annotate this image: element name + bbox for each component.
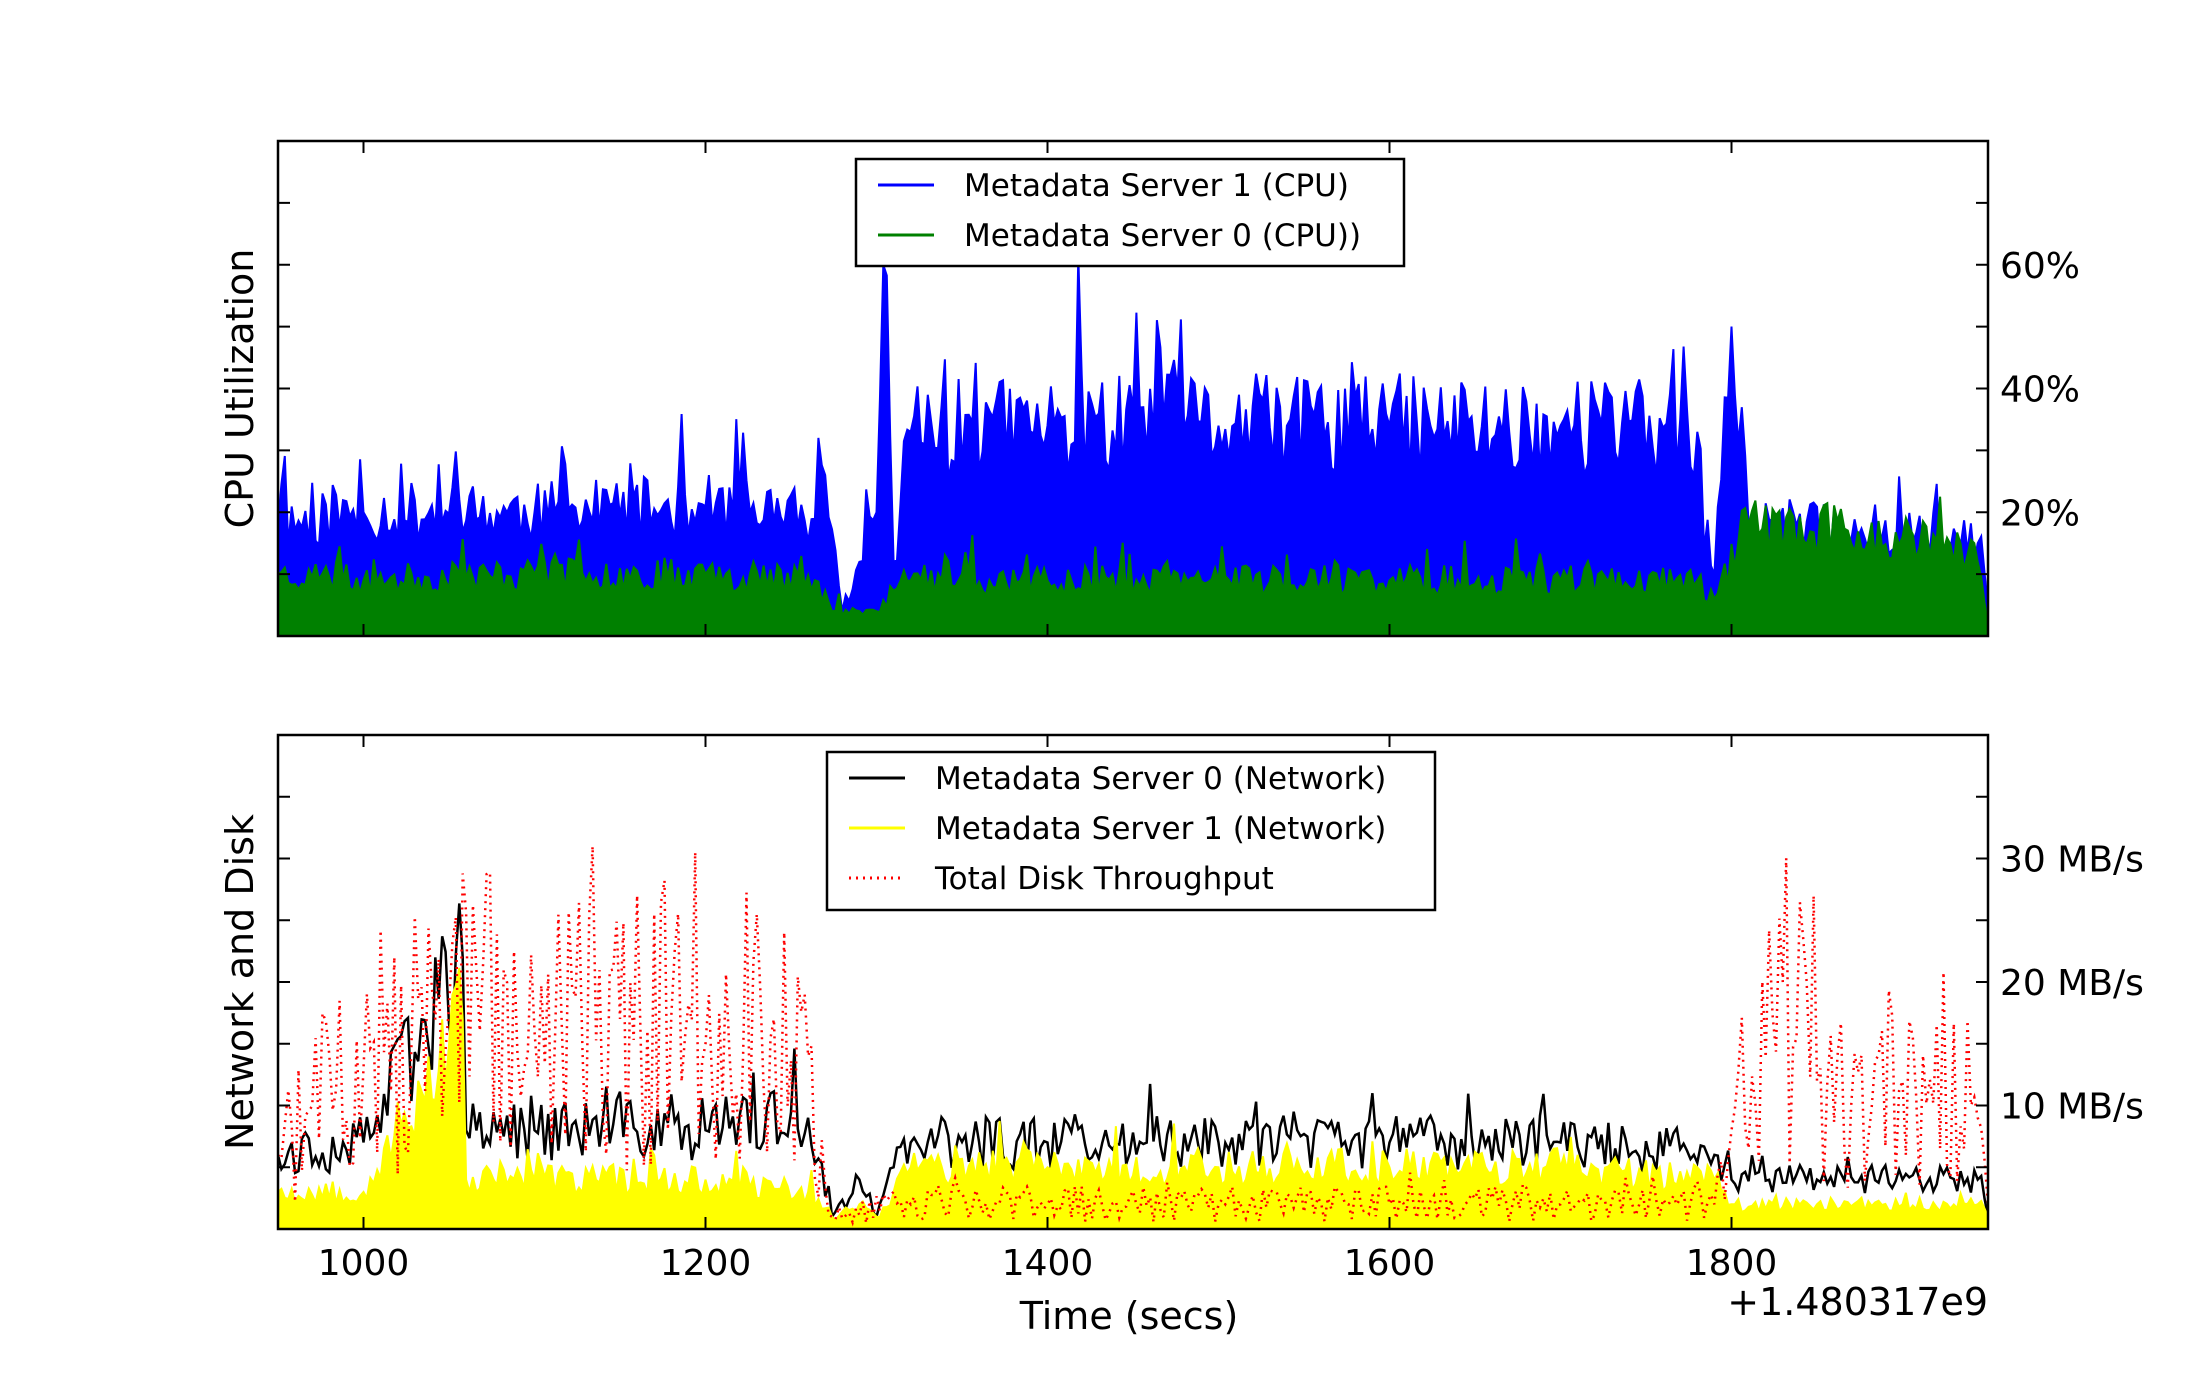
series-metadata-server-1-cpu-area: [278, 256, 1988, 636]
legend-box: [854, 157, 1406, 268]
x-offset-label: +1.480317e9: [1727, 1280, 1988, 1324]
x-tick-label: 1800: [1686, 1243, 1778, 1284]
legend-box: [825, 750, 1437, 912]
legend: Metadata Server 0 (Network) Metadata Serv…: [825, 750, 1437, 912]
legend-label: Total Disk Throughput: [934, 861, 1274, 897]
x-tick-label: 1200: [660, 1243, 752, 1284]
legend: Metadata Server 1 (CPU) Metadata Server 0…: [854, 157, 1406, 268]
plot-area: [278, 846, 1988, 1229]
legend-label: Metadata Server 0 (CPU)): [964, 218, 1361, 254]
x-tick-label: 1400: [1002, 1243, 1094, 1284]
y-tick-label: 30 MB/s: [2000, 840, 2144, 881]
series-total-disk-throughput-line: [278, 846, 1988, 1227]
y-tick-label: 60%: [2000, 246, 2080, 287]
y-tick-label: 20 MB/s: [2000, 963, 2144, 1004]
y-tick-label: 20%: [2000, 493, 2080, 534]
legend-label: Metadata Server 1 (Network): [935, 811, 1386, 847]
cpu-utilization-panel: 20% 40% 60% CPU Utilization Metadata Server …: [218, 139, 2080, 638]
y-axis-label: CPU Utilization: [218, 249, 262, 529]
y-axis-label: Network and Disk: [218, 814, 262, 1150]
x-tick-label: 1000: [318, 1243, 410, 1284]
y-tick-label: 10 MB/s: [2000, 1087, 2144, 1128]
legend-label: Metadata Server 0 (Network): [935, 761, 1386, 797]
x-axis-label: Time (secs): [1019, 1294, 1239, 1338]
network-disk-panel: 10 MB/s 20 MB/s 30 MB/s 1000 1200 1400 1600 180…: [218, 733, 2144, 1338]
series-metadata-server-0-cpu-area: [278, 496, 1988, 636]
x-tick-label: 1600: [1344, 1243, 1436, 1284]
legend-label: Metadata Server 1 (CPU): [964, 168, 1349, 204]
y-tick-label: 40%: [2000, 370, 2080, 411]
series-metadata-server-0-network-line: [278, 903, 1988, 1221]
series-metadata-server-1-network-area: [278, 967, 1988, 1229]
plot-area: [278, 256, 1988, 636]
